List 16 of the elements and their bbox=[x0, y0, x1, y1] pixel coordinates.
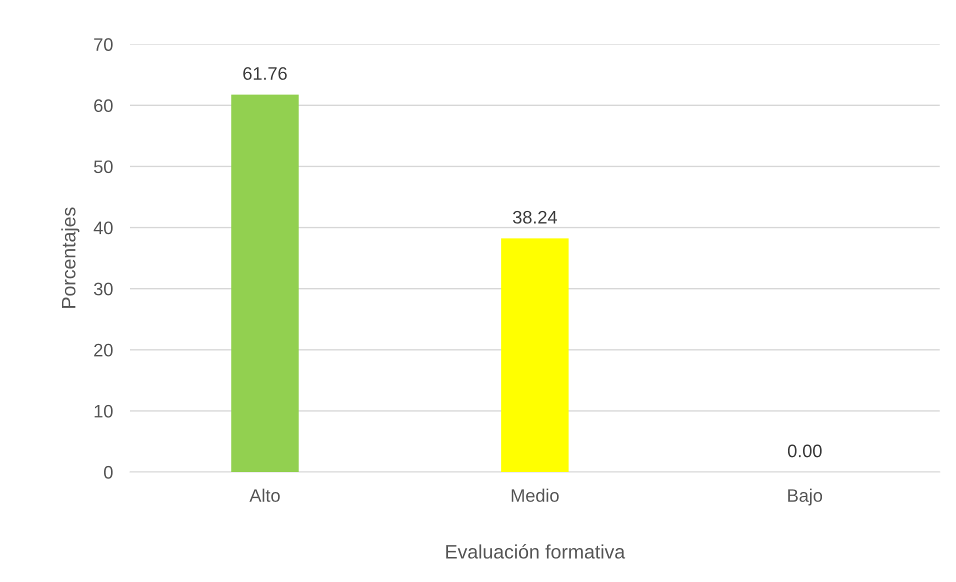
y-tick-label: 50 bbox=[94, 160, 113, 174]
y-tick-label: 60 bbox=[94, 99, 113, 112]
y-tick-label: 10 bbox=[94, 404, 113, 418]
y-tick-label: 30 bbox=[94, 282, 113, 296]
x-tick-label: Bajo bbox=[788, 488, 822, 506]
data-label: 0.00 bbox=[788, 444, 822, 458]
data-label: 61.76 bbox=[243, 67, 287, 80]
y-tick-label: 40 bbox=[94, 221, 113, 234]
x-tick-label: Medio bbox=[512, 488, 559, 502]
data-label: 38.24 bbox=[512, 210, 557, 224]
y-axis-title: Porcentajes bbox=[61, 207, 80, 308]
y-tick-label: 0 bbox=[104, 466, 113, 479]
x-axis-title: Evaluación formativa bbox=[446, 544, 626, 559]
x-tick-label: Alto bbox=[249, 488, 280, 502]
y-tick-label: 70 bbox=[94, 38, 113, 51]
y-tick-label: 20 bbox=[94, 344, 113, 356]
